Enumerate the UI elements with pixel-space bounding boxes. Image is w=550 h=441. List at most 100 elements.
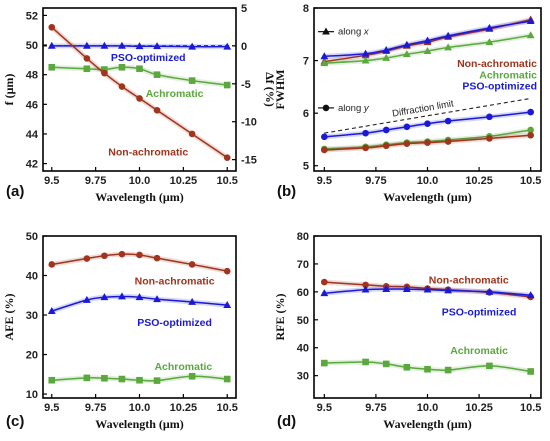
x-tick-label: 9.5 bbox=[317, 175, 332, 187]
data-point bbox=[402, 50, 411, 58]
series-annotation: Non-achromatic bbox=[429, 274, 509, 286]
data-point bbox=[223, 301, 232, 309]
y2-axis-label: Δf (%) bbox=[263, 72, 277, 107]
y-tick-label: 30 bbox=[297, 371, 309, 383]
y-axis-label: f (μm) bbox=[2, 74, 16, 106]
data-point bbox=[153, 377, 161, 384]
data-point bbox=[82, 295, 91, 303]
data-point bbox=[188, 372, 196, 380]
data-point bbox=[188, 297, 197, 305]
data-point bbox=[444, 117, 452, 125]
x-tick-label: 9.5 bbox=[44, 175, 59, 187]
data-point bbox=[382, 284, 391, 292]
data-point bbox=[118, 250, 126, 258]
series-achromatic bbox=[48, 63, 231, 89]
y2-tick-label: -15 bbox=[241, 155, 257, 167]
data-point bbox=[402, 40, 411, 48]
data-point bbox=[83, 65, 91, 73]
data-point bbox=[486, 362, 493, 370]
data-point bbox=[48, 23, 56, 31]
data-point bbox=[101, 374, 108, 382]
x-tick-label: 10.25 bbox=[170, 175, 198, 187]
series-non-achromatic bbox=[48, 23, 231, 161]
data-point bbox=[526, 291, 535, 299]
legend-label: along y bbox=[338, 103, 370, 114]
x-tick-label: 9.5 bbox=[317, 402, 332, 414]
x-tick-label: 10.25 bbox=[170, 402, 198, 414]
y-tick-label: 7 bbox=[303, 56, 309, 68]
series-annotation: Non-achromatic bbox=[108, 147, 188, 159]
data-point bbox=[188, 77, 196, 84]
y-tick-label: 40 bbox=[297, 343, 309, 355]
data-point bbox=[321, 359, 328, 367]
series-pso-optimized bbox=[47, 41, 232, 50]
data-point bbox=[362, 129, 369, 137]
data-point bbox=[83, 55, 91, 62]
series-line bbox=[51, 295, 228, 312]
y-tick-label: 52 bbox=[26, 10, 38, 22]
x-axis-label: Wavelength (μm) bbox=[383, 190, 471, 204]
data-point bbox=[320, 52, 329, 60]
data-point bbox=[48, 376, 56, 384]
data-point bbox=[100, 41, 109, 49]
panel-letter: (a) bbox=[6, 183, 24, 200]
series-pso-optimized bbox=[47, 292, 232, 314]
x-tick-label: 9.75 bbox=[85, 175, 106, 187]
series-annotation: PSO-optimized bbox=[442, 306, 517, 318]
y-tick-label: 48 bbox=[26, 70, 38, 82]
data-point bbox=[153, 71, 161, 78]
data-point bbox=[223, 154, 231, 161]
x-axis-label: Wavelength (μm) bbox=[95, 417, 183, 431]
y-tick-label: 80 bbox=[297, 231, 309, 243]
data-point bbox=[444, 138, 452, 145]
data-point bbox=[527, 126, 534, 134]
data-point bbox=[362, 144, 369, 152]
data-point bbox=[101, 66, 108, 73]
data-point bbox=[321, 278, 328, 286]
y-tick-label: 42 bbox=[26, 159, 38, 171]
data-point bbox=[83, 374, 91, 382]
data-point bbox=[403, 363, 411, 371]
series-annotation: Achromatic bbox=[146, 88, 204, 100]
series-non-achromatic bbox=[48, 250, 231, 275]
data-point bbox=[136, 95, 143, 102]
x-tick-label: 9.5 bbox=[44, 402, 59, 414]
data-point bbox=[118, 41, 126, 49]
data-point bbox=[101, 252, 108, 260]
data-point bbox=[527, 108, 534, 116]
y2-tick-label: -5 bbox=[241, 79, 251, 91]
x-axis-label: Wavelength (μm) bbox=[383, 417, 471, 431]
x-tick-label: 9.75 bbox=[365, 175, 386, 187]
data-point bbox=[382, 53, 391, 61]
x-axis-label: Wavelength (μm) bbox=[95, 190, 183, 204]
data-point bbox=[485, 23, 494, 31]
data-point bbox=[424, 365, 431, 373]
series-achromatic bbox=[48, 372, 231, 384]
y-axis-label: FWHM bbox=[273, 70, 287, 110]
data-point bbox=[136, 65, 143, 73]
y-tick-label: 50 bbox=[297, 315, 309, 327]
x-tick-label: 10.5 bbox=[520, 175, 541, 187]
data-point bbox=[423, 36, 432, 44]
data-point bbox=[136, 251, 143, 259]
data-point bbox=[444, 43, 453, 51]
data-point bbox=[402, 284, 411, 292]
data-point bbox=[135, 42, 144, 50]
data-point bbox=[48, 63, 56, 71]
data-point bbox=[153, 42, 161, 50]
data-point bbox=[361, 49, 370, 57]
data-point bbox=[100, 293, 109, 301]
data-point bbox=[361, 56, 370, 64]
panel-d: 9.5 9.75 10.0 10.25 10.5 30 40 50 60 70 80 Waveleng… bbox=[273, 231, 542, 431]
series-achromatic bbox=[321, 358, 534, 375]
x-tick-label: 10.5 bbox=[520, 402, 541, 414]
data-point bbox=[118, 63, 126, 71]
panel-b: 9.5 9.75 10.0 10.25 10.5 5 6 7 8 Wavelength (μm) F… bbox=[273, 3, 542, 204]
data-point bbox=[101, 69, 108, 77]
data-point bbox=[382, 45, 391, 53]
data-point bbox=[153, 295, 161, 303]
data-point bbox=[527, 368, 534, 375]
data-point bbox=[382, 126, 390, 134]
data-point bbox=[48, 261, 56, 268]
